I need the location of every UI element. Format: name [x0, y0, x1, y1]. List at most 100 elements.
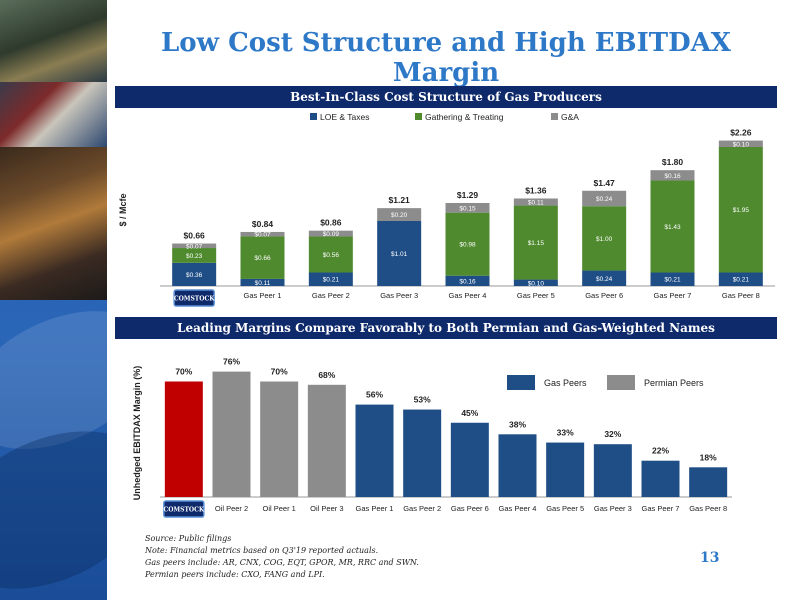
- footnotes: Source: Public filings Note: Financial m…: [145, 533, 419, 581]
- chart1-bar-segment: [308, 272, 353, 286]
- chart2-value-label: 68%: [318, 370, 335, 380]
- chart2-legend-label: Permian Peers: [644, 378, 704, 388]
- chart1-segment-value-label: $0.66: [254, 255, 271, 262]
- chart1-category-label: Gas Peer 3: [380, 291, 418, 300]
- chart1-total-label: $0.86: [320, 218, 342, 228]
- chart1-bar-segment: [513, 205, 558, 280]
- chart1-bar-segment: [718, 147, 763, 273]
- chart2-legend-swatch: [507, 375, 535, 390]
- chart1-company-logo: [173, 289, 215, 307]
- chart1-segment-value-label: $0.11: [528, 200, 544, 207]
- chart2-bar: [307, 384, 346, 497]
- chart1-segment-value-label: $0.98: [459, 242, 476, 249]
- chart1-total-label: $1.29: [457, 190, 479, 200]
- chart2-legend-label: Gas Peers: [544, 378, 587, 388]
- chart1-total-label: $1.36: [525, 185, 547, 195]
- chart1-category-label: Gas Peer 2: [312, 291, 350, 300]
- chart2-bar: [403, 409, 442, 497]
- chart1-bar-segment: [582, 206, 627, 271]
- chart1-bar-segment: [445, 212, 490, 276]
- chart2-category-label: Gas Peer 2: [403, 504, 441, 513]
- chart1-segment-value-label: $0.07: [186, 243, 203, 250]
- chart1-total-label: $0.84: [252, 219, 274, 229]
- chart1-segment-value-label: $0.36: [186, 272, 203, 279]
- chart1-bar-segment: [172, 262, 217, 286]
- chart1-segment-value-label: $0.09: [323, 231, 340, 238]
- chart1-segment-value-label: $0.23: [186, 253, 203, 260]
- rig-workers-photo: [0, 82, 107, 147]
- chart2-bar: [355, 404, 394, 497]
- chart1-legend-swatch: [415, 113, 422, 120]
- chart1-bar-segment: [650, 170, 695, 181]
- chart1-bar-segment: [650, 180, 695, 273]
- chart1-segment-value-label: $0.16: [459, 278, 476, 285]
- chart1-bar-segment: [582, 270, 627, 286]
- chart2-value-label: 18%: [700, 452, 717, 462]
- chart1-segment-value-label: $0.21: [733, 277, 750, 284]
- chart2-category-label: Oil Peer 1: [262, 504, 295, 513]
- chart1-category-label: Gas Peer 1: [244, 291, 282, 300]
- chart1-bar-segment: [240, 278, 285, 286]
- chart1-category-label: Gas Peer 7: [654, 291, 692, 300]
- field-worker-photo: [0, 147, 107, 300]
- chart1-category-label: Gas Peer 8: [722, 291, 760, 300]
- chart1-bar-segment: [650, 272, 695, 286]
- chart1-segment-value-label: $0.20: [391, 212, 408, 219]
- chart2-bar: [212, 371, 251, 497]
- chart1-segment-value-label: $0.24: [596, 196, 613, 203]
- chart1-total-label: $1.21: [389, 195, 411, 205]
- chart2-bar: [260, 381, 299, 497]
- chart2-bar: [164, 381, 203, 497]
- chart1-legend-label: Gathering & Treating: [425, 112, 504, 122]
- chart1-total-label: $1.47: [594, 178, 616, 188]
- chart2-category-label: Oil Peer 2: [215, 504, 248, 513]
- chart1-bar-segment: [308, 230, 353, 237]
- chart2-bar: [689, 467, 728, 497]
- chart1-bar-segment: [240, 231, 285, 237]
- chart1-category-label: Gas Peer 4: [449, 291, 487, 300]
- chart1-legend-label: G&A: [561, 112, 579, 122]
- chart1-legend-swatch: [551, 113, 558, 120]
- page-title: Low Cost Structure and High EBITDAX Marg…: [161, 28, 731, 88]
- chart2-value-label: 53%: [414, 395, 431, 405]
- chart1-legend-label: LOE & Taxes: [320, 112, 369, 122]
- chart2-bar: [593, 444, 632, 497]
- chart2-category-label: Gas Peer 3: [594, 504, 632, 513]
- chart2-value-label: 70%: [175, 367, 192, 377]
- chart1-segment-value-label: $0.21: [323, 277, 340, 284]
- chart2-category-label: Gas Peer 6: [451, 504, 489, 513]
- chart2-category-label: Gas Peer 1: [356, 504, 394, 513]
- chart1-bar-segment: [308, 236, 353, 273]
- chart1-segment-value-label: $0.10: [528, 280, 545, 287]
- chart1-bar-segment: [582, 190, 627, 207]
- chart1-company-logo-text: COMSTOCK: [174, 296, 215, 303]
- chart1-bar-segment: [377, 221, 422, 286]
- chart1-y-axis-label: $ / Mcfe: [118, 193, 128, 226]
- chart2-bar: [641, 460, 680, 497]
- chart1-bar-segment: [377, 208, 422, 222]
- chart1-segment-value-label: $1.00: [596, 236, 613, 243]
- chart1-total-label: $0.66: [184, 231, 206, 241]
- chart1-segment-value-label: $0.10: [733, 141, 750, 148]
- chart1-bar-segment: [445, 275, 490, 286]
- chart2-category-label: Gas Peer 8: [689, 504, 727, 513]
- chart2-value-label: 56%: [366, 390, 383, 400]
- chart1-bar-segment: [172, 248, 217, 263]
- chart1-bar-segment: [513, 279, 558, 286]
- chart1-segment-value-label: $1.43: [664, 224, 681, 231]
- chart1-category-label: Gas Peer 6: [585, 291, 623, 300]
- chart2-category-label: Oil Peer 3: [310, 504, 343, 513]
- drilling-rig-photo: [0, 0, 107, 82]
- chart1-segment-value-label: $0.07: [254, 232, 271, 239]
- chart1-segment-value-label: $1.95: [733, 207, 750, 214]
- chart1-bar-segment: [240, 236, 285, 279]
- footnote-source: Source: Public filings: [145, 534, 232, 543]
- sidebar-photo-strip: [0, 0, 107, 600]
- chart2-value-label: 45%: [461, 408, 478, 418]
- chart1-category-label: Gas Peer 5: [517, 291, 555, 300]
- footnote-note: Note: Financial metrics based on Q3'19 r…: [145, 546, 379, 555]
- chart1-segment-value-label: $1.01: [391, 251, 408, 258]
- chart1-title-band: Best-In-Class Cost Structure of Gas Prod…: [115, 86, 777, 108]
- chart1-legend-swatch: [310, 113, 317, 120]
